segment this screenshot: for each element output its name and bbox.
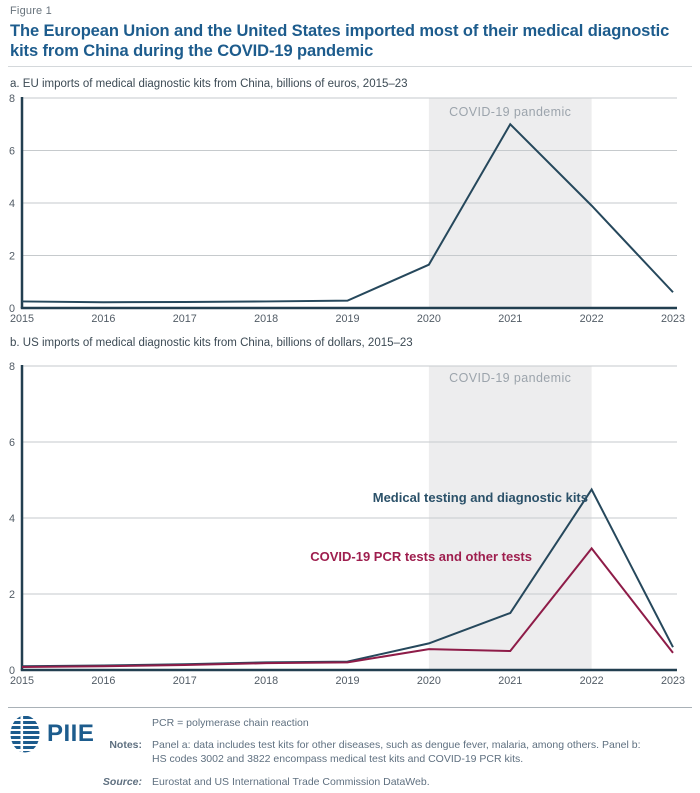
y-tick-label: 8 — [9, 93, 15, 105]
x-tick-label: 2023 — [661, 313, 685, 325]
piie-logo-text: PIIE — [47, 720, 95, 747]
footer-notes: PCR = polymerase chain reaction Notes: P… — [96, 716, 668, 793]
x-tick-label: 2016 — [91, 675, 115, 687]
figure-number: Figure 1 — [10, 5, 52, 17]
piie-logo: PIIE — [10, 714, 94, 754]
title-divider — [8, 66, 692, 67]
source-label: Source: — [102, 776, 142, 788]
x-tick-label: 2018 — [254, 675, 278, 687]
source-text: Eurostat and US International Trade Comm… — [152, 776, 430, 788]
pandemic-band-label: COVID-19 pandemic — [449, 105, 571, 119]
series-line-2 — [21, 546, 674, 668]
panel-a-subtitle: a. EU imports of medical diagnostic kits… — [10, 78, 408, 90]
x-tick-label: 2017 — [173, 675, 197, 687]
x-tick-label: 2015 — [10, 675, 34, 687]
notes-text: Panel a: data includes test kits for oth… — [152, 739, 641, 765]
abbrev-label-spacer — [96, 716, 142, 730]
x-tick-label: 2021 — [498, 313, 522, 325]
x-tick-label: 2019 — [335, 313, 359, 325]
notes-label: Notes: — [109, 739, 142, 751]
y-tick-label: 2 — [9, 589, 15, 601]
abbreviation-text: PCR = polymerase chain reaction — [152, 717, 309, 729]
panel-a-chart: COVID-19 pandemic 0 2 4 6 8 2015 2016 2017 2018 20… — [9, 93, 685, 325]
y-tick-label: 0 — [9, 303, 15, 315]
x-tick-label: 2015 — [10, 313, 34, 325]
pandemic-band-label: COVID-19 pandemic — [449, 371, 571, 385]
figure-title: The European Union and the United States… — [10, 22, 670, 60]
y-tick-label: 2 — [9, 251, 15, 263]
y-tick-label: 0 — [9, 665, 15, 677]
x-tick-label: 2019 — [335, 675, 359, 687]
y-tick-label: 8 — [9, 361, 15, 373]
x-tick-label: 2021 — [498, 675, 522, 687]
y-tick-label: 4 — [9, 198, 15, 210]
panel-b-chart: COVID-19 pandemic 0 2 4 6 8 2015 2016 2017 2018 20… — [9, 361, 685, 687]
x-tick-label: 2018 — [254, 313, 278, 325]
series-label-2: COVID-19 PCR tests and other tests — [310, 549, 532, 564]
piie-globe-icon — [10, 715, 40, 753]
x-tick-label: 2022 — [580, 675, 604, 687]
y-tick-label: 6 — [9, 437, 15, 449]
panel-b-subtitle: b. US imports of medical diagnostic kits… — [10, 337, 413, 349]
x-tick-label: 2017 — [173, 313, 197, 325]
x-tick-label: 2020 — [417, 313, 441, 325]
footer-divider — [8, 707, 692, 708]
x-tick-label: 2016 — [91, 313, 115, 325]
x-tick-label: 2023 — [661, 675, 685, 687]
series-line-1 — [21, 122, 674, 304]
y-tick-label: 6 — [9, 146, 15, 158]
x-tick-label: 2022 — [580, 313, 604, 325]
series-label-1: Medical testing and diagnostic kits — [373, 490, 588, 505]
y-tick-label: 4 — [9, 513, 15, 525]
x-tick-label: 2020 — [417, 675, 441, 687]
